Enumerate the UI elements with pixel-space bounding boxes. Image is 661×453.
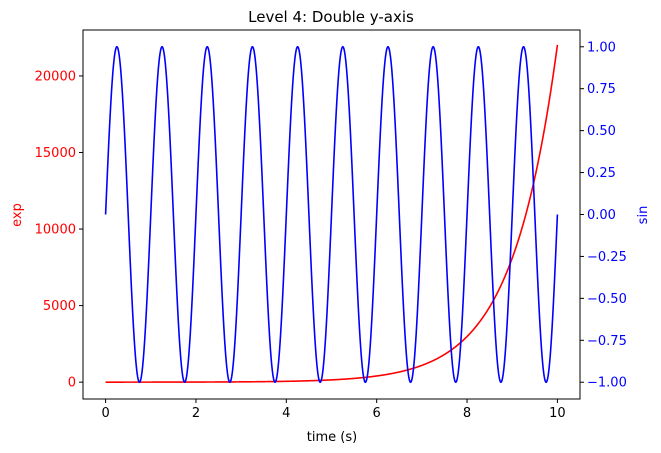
left-tick-label: 5000 (43, 299, 76, 314)
right-tick-label: 0.25 (587, 166, 616, 181)
left-y-axis-label: exp (10, 203, 25, 227)
left-tick-label: 0 (68, 376, 76, 391)
x-axis: 0 2 4 6 8 10 (101, 399, 566, 421)
x-tick-label: 8 (463, 406, 471, 421)
right-tick-label: 0.75 (587, 82, 616, 97)
left-tick-label: 15000 (35, 146, 76, 161)
right-tick-label: 0.00 (587, 208, 616, 223)
sin-series-line (104, 45, 559, 384)
right-y-axis: −1.00 −0.75 −0.50 −0.25 0.00 0.25 0.50 0.75 1.00 (580, 40, 627, 391)
x-tick-label: 2 (192, 406, 200, 421)
x-tick-label: 6 (373, 406, 381, 421)
exp-series-line (105, 44, 559, 383)
chart-title: Level 4: Double y-axis (248, 8, 414, 26)
right-tick-label: −0.25 (587, 250, 627, 265)
x-tick-label: 0 (101, 406, 109, 421)
right-tick-label: 1.00 (587, 40, 616, 55)
left-y-axis: 0 5000 10000 15000 20000 (35, 69, 83, 391)
x-tick-label: 10 (549, 406, 566, 421)
right-y-axis-label: sin (636, 206, 651, 225)
x-axis-label: time (s) (307, 430, 357, 445)
left-tick-label: 20000 (35, 69, 76, 84)
right-tick-label: −0.75 (587, 334, 627, 349)
right-tick-label: −1.00 (587, 376, 627, 391)
x-tick-label: 4 (282, 406, 290, 421)
right-tick-label: 0.50 (587, 124, 616, 139)
right-tick-label: −0.50 (587, 292, 627, 307)
left-tick-label: 10000 (35, 223, 76, 238)
plot-area (82, 29, 581, 400)
